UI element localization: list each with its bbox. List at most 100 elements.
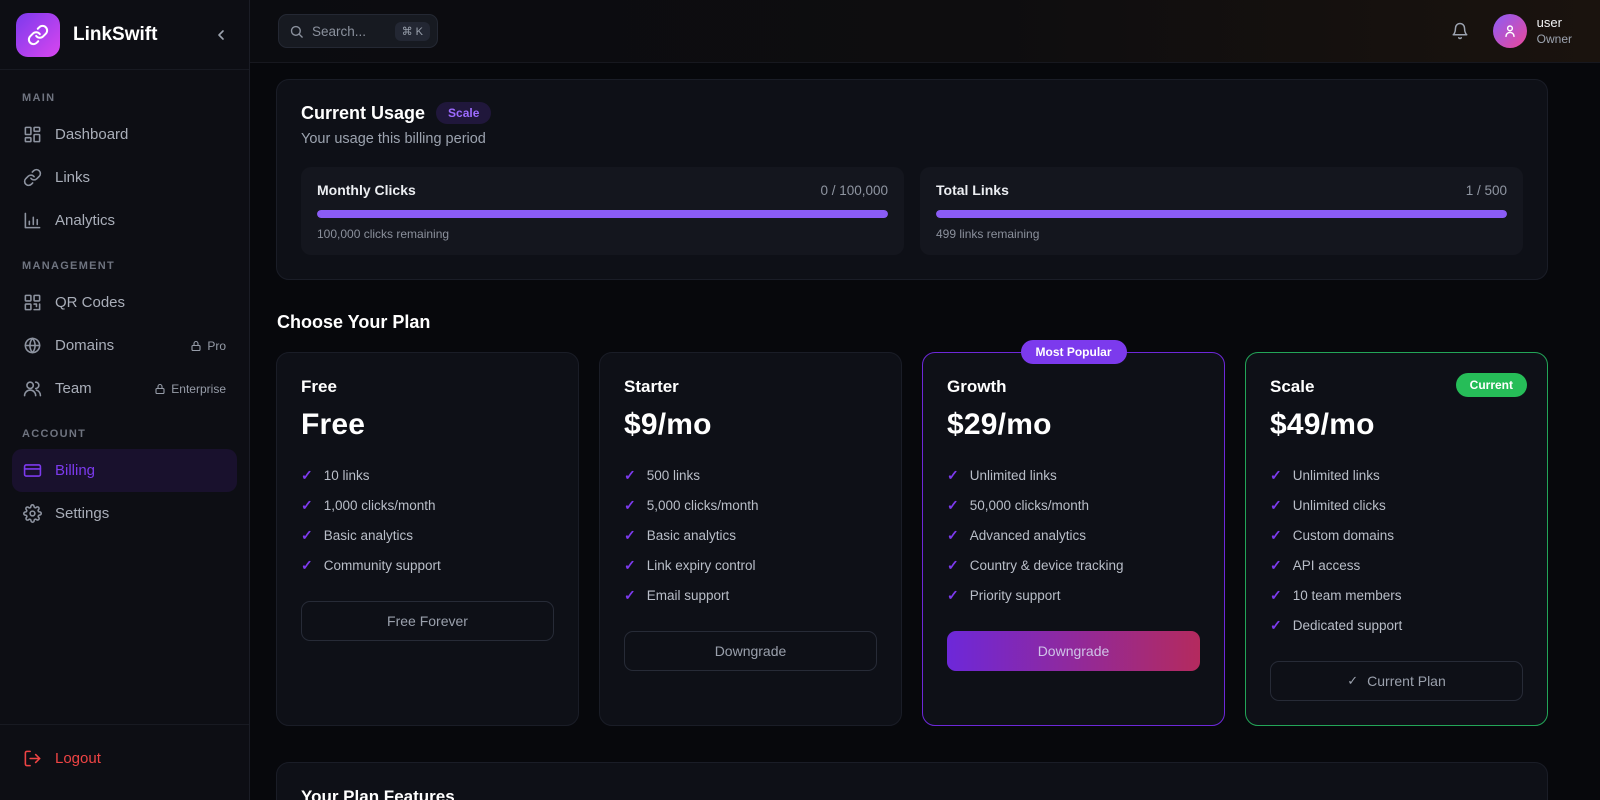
progress-fill [317, 210, 888, 218]
check-icon: ✓ [624, 527, 636, 543]
meter-remaining: 499 links remaining [936, 227, 1040, 241]
check-icon: ✓ [1270, 617, 1282, 633]
feature-label: 1,000 clicks/month [323, 498, 436, 513]
feature-list: ✓ 10 links ✓ 1,000 clicks/month ✓ Basic ana… [301, 467, 554, 574]
plan-card-growth: Most Popular Growth $29/mo ✓ Unlimited li… [922, 340, 1225, 726]
sidebar-footer: Logout [0, 724, 249, 800]
check-icon: ✓ [624, 587, 636, 603]
sidebar-item-label: Links [55, 169, 91, 186]
feature-label: Dedicated support [1292, 618, 1403, 633]
feature-label: API access [1292, 558, 1361, 573]
app-logo-link-icon [16, 12, 60, 57]
notifications-button[interactable] [1451, 22, 1469, 40]
topbar-right: user Owner [1451, 14, 1572, 48]
sidebar-item-label: Settings [55, 505, 110, 522]
feature-label: 500 links [646, 468, 701, 483]
sidebar-item-team[interactable]: Team Enterprise [12, 367, 237, 410]
feature-label: Community support [323, 558, 441, 573]
feature-label: 10 links [323, 468, 370, 483]
sidebar-item-label: Dashboard [55, 126, 129, 143]
feature-item: ✓ Unlimited links [1270, 467, 1523, 484]
plan-lock-badge: Enterprise [154, 382, 226, 396]
starter-downgrade-button[interactable]: Downgrade [624, 631, 877, 671]
plan-name: Free [301, 377, 337, 396]
sidebar-item-billing[interactable]: Billing [12, 449, 237, 492]
feature-label: Advanced analytics [969, 528, 1087, 543]
sidebar-item-settings[interactable]: Settings [12, 492, 237, 535]
sidebar-collapse-button[interactable] [209, 23, 233, 47]
plan-price: Free [301, 408, 366, 441]
plan-price: $9/mo [624, 408, 712, 441]
button-label: Free Forever [387, 613, 468, 629]
plans-section-title: Choose Your Plan [277, 312, 431, 332]
plan-price: $29/mo [947, 408, 1052, 441]
nav-section-label-account: ACCOUNT [22, 428, 87, 440]
users-icon [23, 379, 42, 398]
feature-item: ✓ API access [1270, 557, 1523, 574]
usage-subtitle: Your usage this billing period [301, 131, 486, 147]
logout-button[interactable]: Logout [12, 739, 237, 778]
plan-name: Scale [1270, 377, 1315, 396]
feature-item: ✓ Basic analytics [624, 527, 877, 544]
credit-card-icon [23, 461, 42, 480]
feature-item: ✓ Advanced analytics [947, 527, 1200, 544]
bell-icon [1451, 22, 1469, 40]
lock-icon [154, 383, 166, 395]
feature-item: ✓ Community support [301, 557, 554, 574]
search-input[interactable]: Search... ⌘ K [278, 14, 438, 48]
avatar [1492, 14, 1527, 48]
check-icon: ✓ [1270, 467, 1282, 483]
check-icon: ✓ [947, 527, 959, 543]
growth-downgrade-button[interactable]: Downgrade [947, 631, 1200, 671]
check-icon: ✓ [947, 497, 959, 513]
feature-label: 10 team members [1292, 588, 1402, 603]
free-plan-button[interactable]: Free Forever [301, 601, 554, 641]
button-label: Downgrade [1037, 643, 1110, 659]
feature-list: ✓ Unlimited links ✓ 50,000 clicks/month ✓ A… [947, 467, 1200, 604]
check-icon: ✓ [1270, 557, 1282, 573]
dashboard-icon [23, 125, 42, 144]
check-icon: ✓ [624, 557, 636, 573]
sidebar-item-label: QR Codes [55, 294, 126, 311]
feature-list: ✓ Unlimited links ✓ Unlimited clicks ✓ Cust… [1270, 467, 1523, 634]
gear-icon [23, 504, 42, 523]
meter-label: Total Links [936, 182, 1009, 198]
search-icon [289, 24, 304, 39]
check-icon: ✓ [624, 497, 636, 513]
user-menu[interactable]: user Owner [1492, 14, 1572, 48]
meter-value: 1 / 500 [1465, 183, 1507, 198]
sidebar-header: LinkSwift [0, 0, 249, 70]
plan-name: Starter [624, 377, 679, 396]
topbar: Search... ⌘ K user Owner [250, 0, 1600, 63]
button-label: Current Plan [1367, 673, 1446, 689]
usage-title: Current Usage [301, 102, 426, 123]
feature-item: ✓ 10 links [301, 467, 554, 484]
meter-remaining: 100,000 clicks remaining [317, 227, 450, 241]
sidebar-item-analytics[interactable]: Analytics [12, 199, 237, 242]
check-icon: ✓ [1270, 497, 1282, 513]
feature-label: Unlimited links [1292, 468, 1380, 483]
current-usage-card: Current Usage Scale Your usage this bill… [276, 79, 1548, 280]
check-icon: ✓ [301, 497, 313, 513]
plan-features-title: Your Plan Features [301, 787, 455, 800]
total-links-meter: Total Links 1 / 500 499 links remaining [920, 167, 1523, 255]
current-plan-badge: Scale [436, 102, 492, 124]
sidebar-item-qr-codes[interactable]: QR Codes [12, 281, 237, 324]
user-role: Owner [1536, 31, 1572, 46]
check-icon: ✓ [1270, 527, 1282, 543]
sidebar-item-links[interactable]: Links [12, 156, 237, 199]
sidebar-item-label: Domains [55, 337, 115, 354]
feature-item: ✓ Priority support [947, 587, 1200, 604]
plan-grid: Free Free ✓ 10 links ✓ 1,000 clicks/month … [276, 340, 1548, 726]
sidebar-item-domains[interactable]: Domains Pro [12, 324, 237, 367]
plan-card-free: Free Free ✓ 10 links ✓ 1,000 clicks/month … [276, 352, 579, 726]
sidebar-item-dashboard[interactable]: Dashboard [12, 113, 237, 156]
check-icon: ✓ [301, 467, 313, 483]
nav-section-label-management: MANAGEMENT [22, 260, 116, 272]
current-plan-button[interactable]: ✓ Current Plan [1270, 661, 1523, 701]
feature-item: ✓ 500 links [624, 467, 877, 484]
progress-track [317, 210, 888, 218]
app-title: LinkSwift [73, 23, 158, 45]
content-area: Current Usage Scale Your usage this bill… [250, 63, 1600, 800]
feature-label: Email support [646, 588, 730, 603]
